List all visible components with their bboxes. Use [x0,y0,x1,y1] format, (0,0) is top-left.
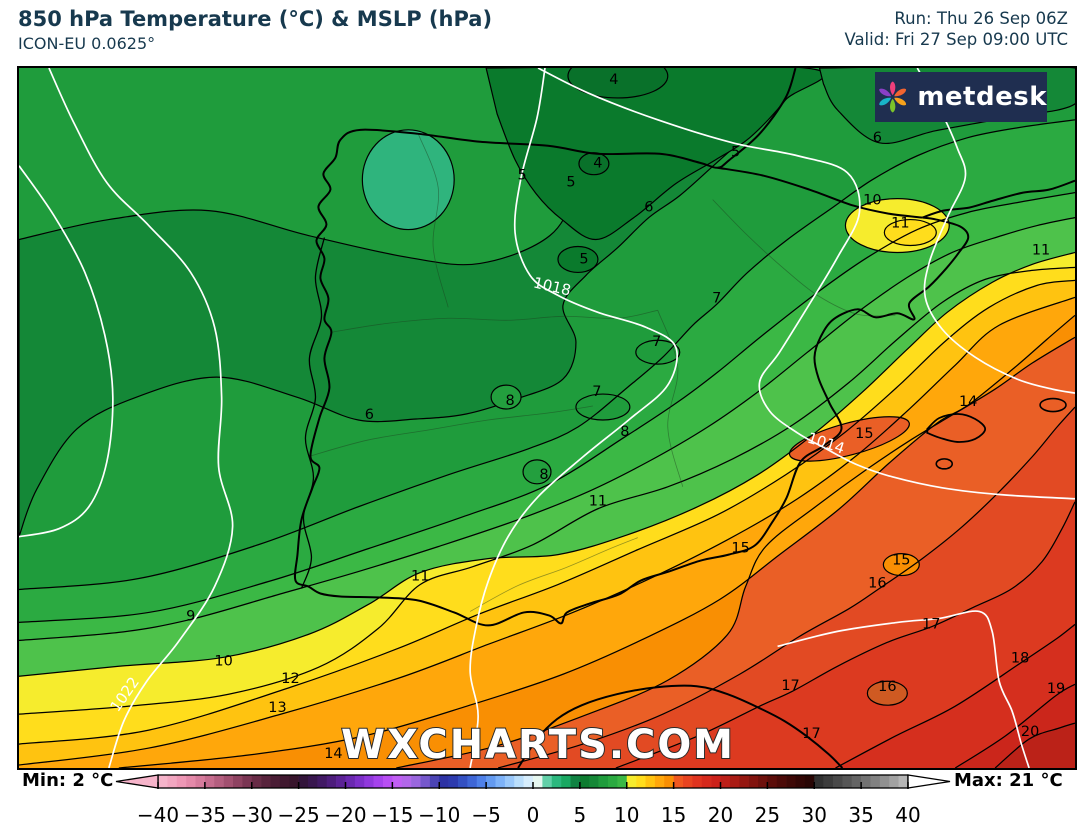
watermark: WXCHARTS.COM [341,722,735,768]
temp-contour-label: 17 [802,726,820,742]
temp-contour-label: 8 [539,467,548,483]
colorbar-tick-label: −15 [371,803,413,827]
colorbar-tick-label: −10 [418,803,460,827]
colorbar-tick-label: −25 [278,803,320,827]
colorbar-tick-label: 25 [755,803,780,827]
temp-contour-label: 14 [324,746,342,762]
temp-contour-label: 10 [863,193,881,209]
model-subtitle: ICON-EU 0.0625° [18,34,156,54]
max-temp-label: Max: 21 °C [954,770,1063,791]
temp-contour-label: 4 [609,72,618,88]
temperature-colorbar: −40 −35 −30 −25 −20 −15 −10 −5 0 5 10 15 20 25 30 35 40 [115,774,951,827]
petal [894,88,907,97]
temp-contour-label: 15 [731,541,749,557]
petal [879,88,892,97]
temp-contour-label: 6 [365,407,374,423]
petal [894,97,907,106]
temp-contour-label: 5 [566,175,575,191]
metdesk-flower-icon [879,81,907,113]
temp-contour-label: 7 [592,384,601,400]
temp-contour-label: 11 [411,569,429,585]
temp-contour-label: 5 [517,168,526,184]
temp-contour-label: 11 [891,216,909,232]
colorbar-tick-label: 0 [527,803,540,827]
temp-contour-label: 18 [1011,650,1029,666]
temp-contour-label: 19 [1047,681,1065,697]
temp-contour-label: 6 [873,130,882,146]
temp-contour-label: 12 [281,671,299,687]
petal [890,81,896,96]
header: 850 hPa Temperature (°C) & MSLP (hPa) IC… [18,7,493,54]
colorbar-tick-label: −40 [137,803,179,827]
temp-contour-label: 16 [878,679,896,695]
colorbar-tick-label: 10 [614,803,639,827]
temp-contour-label: 10 [214,653,232,669]
temp-contour-label: 6 [644,200,653,216]
colorbar-tick-label: 40 [895,803,920,827]
temp-contour-label: 14 [959,394,977,410]
colorbar-tick-label: −35 [184,803,226,827]
temp-contour-label: 11 [1032,242,1050,258]
colorbar-tick-label: 5 [574,803,587,827]
temp-contour-label: 7 [712,290,721,306]
colorbar-right-arrow [907,774,951,789]
temp-contour-label: 17 [922,616,940,632]
colorbar-tick-label: 35 [848,803,873,827]
page-title: 850 hPa Temperature (°C) & MSLP (hPa) [18,7,493,31]
temp-contour-label: 15 [892,553,910,569]
colorbar-tick-label: −5 [471,803,500,827]
petal [879,97,892,106]
colorbar-tick-label: 15 [661,803,686,827]
colorbar-tick-label: −20 [324,803,366,827]
run-time: Run: Thu 26 Sep 06Z [894,9,1068,28]
temp-contour-label: 20 [1021,724,1039,740]
run-info: Run: Thu 26 Sep 06Z Valid: Fri 27 Sep 09… [844,8,1068,51]
petal [890,98,896,113]
temp-contour-label: 8 [620,424,629,440]
temp-contour-label: 5 [579,251,588,267]
temp-contour-label: 8 [505,393,514,409]
temp-contour-label: 13 [268,700,286,716]
temp-contour-label: 16 [868,576,886,592]
colorbar-left-arrow [115,774,159,789]
temp-contour-label: 9 [186,608,195,624]
valid-time: Valid: Fri 27 Sep 09:00 UTC [844,30,1068,50]
temp-contour-label: 11 [589,494,607,510]
temp-contour-label: 17 [781,678,799,694]
min-temp-label: Min: 2 °C [22,770,114,791]
metdesk-logo-text: metdesk [917,82,1047,112]
colorbar-tick-label: 30 [802,803,827,827]
metdesk-logo: metdesk [875,72,1047,122]
colorbar-tick-label: 20 [708,803,733,827]
colorbar-tick-label: −30 [231,803,273,827]
temp-contour-label: 15 [855,426,873,442]
weather-map: 1018 1014 1022 4 4 5 5 5 5 6 6 6 7 7 7 8 8 8 9 10 10 11 11 11 11… [17,66,1077,770]
temp-contour-label: 5 [731,145,740,161]
temp-contour-label: 4 [593,156,602,172]
temp-contour-label: 7 [652,334,661,350]
